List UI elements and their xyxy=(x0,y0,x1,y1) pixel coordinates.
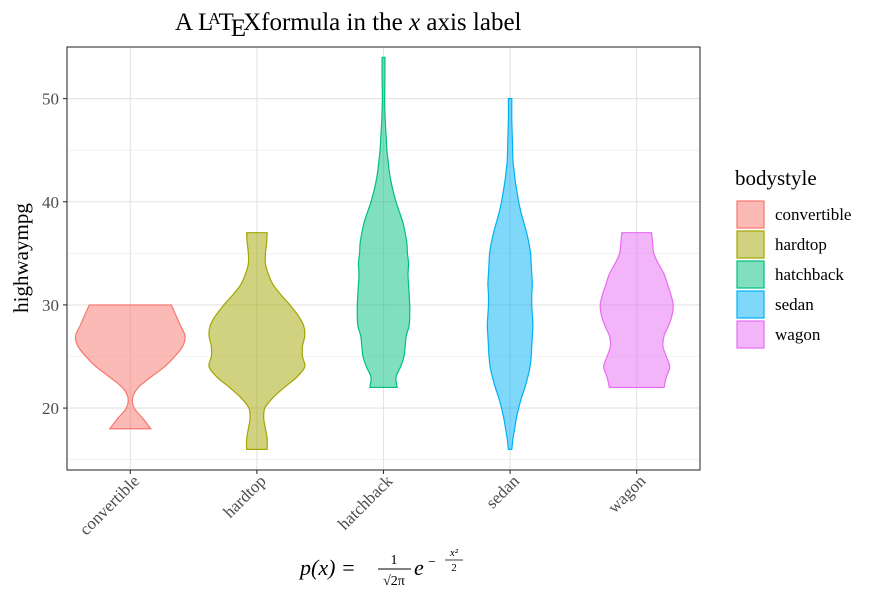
plot-panel xyxy=(66,46,701,471)
y-tick-label: 30 xyxy=(42,296,59,315)
legend-key-hatchback xyxy=(736,260,765,289)
y-tick-label: 20 xyxy=(42,399,59,418)
x-tick-label: convertible xyxy=(76,471,144,539)
legend-label-wagon: wagon xyxy=(775,325,821,344)
x-axis-label-formula: p(x) = 1 √2π e − x² 2 xyxy=(298,547,463,589)
formula-exp-numerator: x² xyxy=(449,547,459,559)
violin-sedan xyxy=(486,97,534,450)
y-axis-label: highwaympg xyxy=(9,203,33,313)
legend-label-hatchback: hatchback xyxy=(775,265,844,284)
formula-numerator: 1 xyxy=(391,553,398,568)
legend-items: convertible hardtop hatchback sedan wagon xyxy=(736,200,851,349)
x-tick-label: sedan xyxy=(482,471,523,512)
legend-key-hardtop xyxy=(736,230,765,259)
violin-hardtop xyxy=(208,232,306,450)
y-axis: 20 30 40 50 xyxy=(42,90,67,418)
y-tick-label: 40 xyxy=(42,193,59,212)
latex-logo-X: X xyxy=(243,9,261,36)
violin-wagon xyxy=(599,232,674,389)
x-tick-label: hardtop xyxy=(220,471,270,521)
formula-denominator: √2π xyxy=(383,574,405,589)
legend: bodystyle convertible hardtop hatchback sed… xyxy=(735,166,851,349)
legend-label-convertible: convertible xyxy=(775,205,851,224)
legend-key-sedan xyxy=(736,290,765,319)
legend-title: bodystyle xyxy=(735,166,817,190)
formula-lhs: p(x) = xyxy=(298,555,356,580)
violin-layer xyxy=(74,56,674,450)
title-variable: x xyxy=(408,9,420,36)
latex-logo-L: L xyxy=(198,9,213,36)
formula-base: e xyxy=(414,555,424,580)
x-axis: convertible hardtop hatchback sedan wagon xyxy=(76,470,650,539)
chart-title: A LATEXformula in the x axis label xyxy=(175,9,522,42)
x-tick-label: wagon xyxy=(604,471,650,517)
formula-exp-sign: − xyxy=(428,555,436,570)
legend-label-sedan: sedan xyxy=(775,295,814,314)
legend-key-convertible xyxy=(736,200,765,229)
latex-logo-A: A xyxy=(208,9,221,28)
legend-key-wagon xyxy=(736,320,765,349)
y-tick-label: 50 xyxy=(42,90,59,109)
violin-convertible xyxy=(74,304,186,430)
formula-exp-denominator: 2 xyxy=(451,562,457,574)
violin-hatchback xyxy=(356,56,411,389)
x-tick-label: hatchback xyxy=(334,471,397,534)
latex-logo-E: E xyxy=(231,15,246,42)
latex-logo-T: T xyxy=(219,9,234,36)
legend-label-hardtop: hardtop xyxy=(775,235,827,254)
